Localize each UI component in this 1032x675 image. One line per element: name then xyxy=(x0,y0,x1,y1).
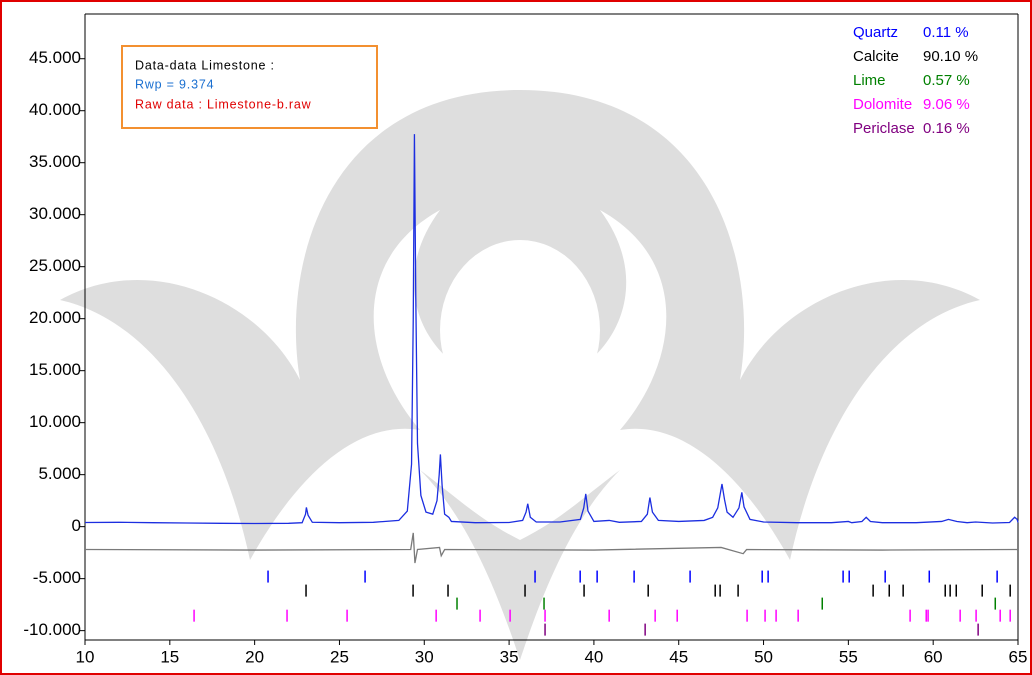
legend-name: Calcite xyxy=(853,48,899,65)
x-tick-label: 20 xyxy=(245,647,264,666)
legend-name: Dolomite xyxy=(853,96,912,113)
legend-percent: 0.57 % xyxy=(923,72,970,89)
x-tick-label: 40 xyxy=(584,647,603,666)
x-tick-label: 25 xyxy=(330,647,349,666)
legend-percent: 0.16 % xyxy=(923,120,970,137)
info-title: Data-data Limestone : xyxy=(135,58,275,72)
y-tick-label: 15.000 xyxy=(29,360,81,379)
y-tick-label: 40.000 xyxy=(29,100,81,119)
legend-name: Quartz xyxy=(853,24,898,41)
x-tick-label: 10 xyxy=(76,647,95,666)
x-tick-label: 55 xyxy=(839,647,858,666)
x-tick-label: 65 xyxy=(1009,647,1028,666)
y-tick-label: 5.000 xyxy=(38,464,81,483)
watermark xyxy=(60,90,980,660)
legend-percent: 90.10 % xyxy=(923,48,978,65)
data-line xyxy=(84,134,1019,525)
info-raw: Raw data : Limestone-b.raw xyxy=(135,97,312,111)
y-tick-label: 0 xyxy=(72,516,81,535)
y-tick-label: 10.000 xyxy=(29,412,81,431)
x-tick-label: 45 xyxy=(669,647,688,666)
y-tick-label: 25.000 xyxy=(29,256,81,275)
legend-name: Periclase xyxy=(853,120,915,137)
x-tick-label: 30 xyxy=(415,647,434,666)
legend-name: Lime xyxy=(853,72,886,89)
info-rwp: Rwp = 9.374 xyxy=(135,77,214,91)
y-tick-label: 30.000 xyxy=(29,204,81,223)
y-tick-label: 35.000 xyxy=(29,152,81,171)
info-box xyxy=(121,45,378,129)
y-tick-label: -5.000 xyxy=(33,568,81,587)
x-tick-label: 35 xyxy=(500,647,519,666)
x-tick-label: 50 xyxy=(754,647,773,666)
x-tick-label: 15 xyxy=(160,647,179,666)
y-tick-label: -10.000 xyxy=(23,620,81,639)
legend-percent: 0.11 % xyxy=(923,24,969,41)
y-tick-label: 20.000 xyxy=(29,308,81,327)
y-tick-label: 45.000 xyxy=(29,48,81,67)
data-line xyxy=(84,532,1019,564)
x-tick-label: 60 xyxy=(924,647,943,666)
legend-percent: 9.06 % xyxy=(923,96,970,113)
